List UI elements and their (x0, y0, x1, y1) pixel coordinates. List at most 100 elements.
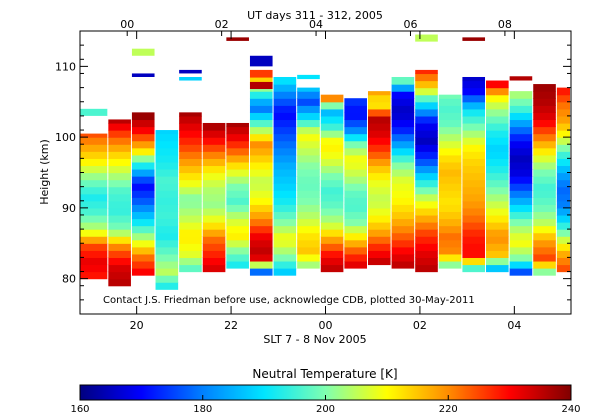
heat-cell-col18-band9 (509, 204, 533, 213)
heat-cell-col16-band20 (462, 122, 486, 131)
heat-cell-col15-band6 (438, 218, 462, 227)
heat-cell-col7-band14 (249, 168, 273, 177)
heat-cell-col17-band2 (486, 250, 509, 258)
heat-cell-col0-band0 (80, 271, 108, 280)
heat-cell-col15-band13 (438, 168, 462, 177)
heat-cell-col6-band16 (226, 147, 249, 156)
heat-cell-col10-band13 (320, 172, 344, 181)
heat-cell-col3-band7 (155, 232, 179, 241)
heat-fragment-8 (297, 74, 320, 80)
heat-cell-col17-band16 (486, 151, 509, 159)
heat-cell-col3-band6 (155, 239, 179, 248)
heat-cell-col9-band23 (297, 98, 320, 106)
heat-cell-col15-band16 (438, 147, 462, 156)
heat-cell-col20-band13 (556, 172, 570, 181)
heat-cell-col7-band15 (249, 161, 273, 170)
heat-cell-col15-band2 (438, 246, 462, 255)
heat-cell-col12-band8 (367, 200, 391, 209)
heat-cell-col6-band17 (226, 140, 249, 149)
bottom-tick-label-3: 02 (413, 319, 427, 332)
colorbar-tick-label-1: 180 (193, 404, 212, 415)
heat-cell-col7-band3 (249, 246, 273, 255)
heat-cell-col18-band21 (509, 119, 533, 128)
top-tick-label-1: 02 (215, 18, 229, 31)
heat-cell-col4-band13 (179, 172, 202, 181)
heat-cell-col13-band9 (391, 197, 415, 205)
heat-cell-col3-band8 (155, 225, 179, 234)
heat-cell-col19-band5 (533, 232, 556, 241)
heat-cell-col16-band0 (462, 264, 486, 273)
heat-cell-col13-band20 (391, 119, 415, 128)
heat-cell-col18-band19 (509, 133, 533, 142)
heat-cell-col4-band17 (179, 144, 202, 152)
heat-cell-col20-band2 (556, 250, 570, 258)
heat-cell-col14-band24 (415, 94, 438, 103)
heat-cell-col11-band10 (344, 190, 367, 198)
heat-cell-col10-band0 (320, 264, 344, 273)
heat-cell-col8-band4 (273, 239, 297, 248)
heat-cell-col3-band0 (155, 282, 179, 290)
heat-cell-col8-band18 (273, 140, 297, 149)
heat-cell-col9-band17 (297, 140, 320, 149)
heat-cell-col13-band5 (391, 225, 415, 234)
heat-cell-col13-band14 (391, 161, 415, 170)
heat-cell-col18-band25 (509, 91, 533, 99)
heat-cell-col0-band15 (80, 165, 108, 174)
heat-cell-col9-band13 (297, 168, 320, 177)
heat-cell-col20-band15 (556, 158, 570, 167)
heat-cell-col2-band18 (131, 140, 155, 149)
heat-cell-col18-band10 (509, 197, 533, 205)
heat-cell-col13-band13 (391, 168, 415, 177)
heat-cell-col10-band21 (320, 115, 344, 124)
heat-cell-col14-band3 (415, 243, 438, 251)
heat-cell-col4-band7 (179, 214, 202, 223)
heat-cell-col16-band16 (462, 151, 486, 159)
heat-cell-col16-band13 (462, 172, 486, 181)
heat-cell-col8-band20 (273, 126, 297, 135)
heat-cell-col3-band11 (155, 204, 179, 213)
heat-cell-col4-band0 (179, 264, 202, 273)
heat-cell-col16-band7 (462, 214, 486, 223)
heat-cell-col11-band3 (344, 239, 367, 248)
heat-cell-col8-band12 (273, 183, 297, 191)
colorbar-tick-label-3: 220 (439, 404, 458, 415)
heat-cell-col20-band12 (556, 179, 570, 188)
heat-cell-col8-band5 (273, 232, 297, 241)
heat-cell-col19-band16 (533, 154, 556, 163)
heat-cell-col15-band8 (438, 204, 462, 213)
heat-cell-col10-band23 (320, 101, 344, 110)
heat-cell-col12-band9 (367, 193, 391, 202)
top-tick-label-3: 06 (403, 18, 417, 31)
heat-cell-col12-band17 (367, 137, 391, 145)
heat-cell-col6-band18 (226, 133, 249, 142)
heat-cell-col18-band24 (509, 98, 533, 106)
heat-cell-col12-band16 (367, 144, 391, 152)
heat-cell-col9-band12 (297, 176, 320, 184)
heat-cell-col0-band1 (80, 264, 108, 273)
heat-cell-col20-band8 (556, 207, 570, 216)
heat-cell-col20-band22 (556, 108, 570, 117)
heat-cell-col14-band7 (415, 214, 438, 223)
heat-cell-col6-band6 (226, 218, 249, 227)
contact-note: Contact J.S. Friedman before use, acknow… (103, 295, 475, 306)
heat-cell-col7-band4 (249, 239, 273, 248)
heat-cell-col7-band9 (249, 204, 273, 213)
heat-cell-col17-band1 (486, 257, 509, 266)
heat-cell-col11-band18 (344, 133, 367, 142)
heat-cell-col16-band3 (462, 243, 486, 251)
heat-cell-col11-band9 (344, 197, 367, 205)
heat-cell-col9-band25 (297, 87, 320, 92)
heat-cell-col7-band10 (249, 197, 273, 205)
heat-cell-col20-band25 (556, 87, 570, 96)
heat-cell-col14-band18 (415, 137, 438, 145)
heat-cell-col0-band13 (80, 179, 108, 188)
heat-cell-col17-band15 (486, 158, 509, 167)
heat-cell-col13-band18 (391, 133, 415, 142)
heat-cell-col14-band4 (415, 236, 438, 244)
heat-cell-col1-band6 (108, 236, 131, 244)
heat-cell-col10-band1 (320, 257, 344, 266)
heat-cell-col14-band8 (415, 207, 438, 216)
axis-layer: 20 22 00 02 04 00 02 04 06 08 80 90 100 110 (55, 18, 571, 332)
heat-cell-col1-band20 (108, 137, 131, 145)
